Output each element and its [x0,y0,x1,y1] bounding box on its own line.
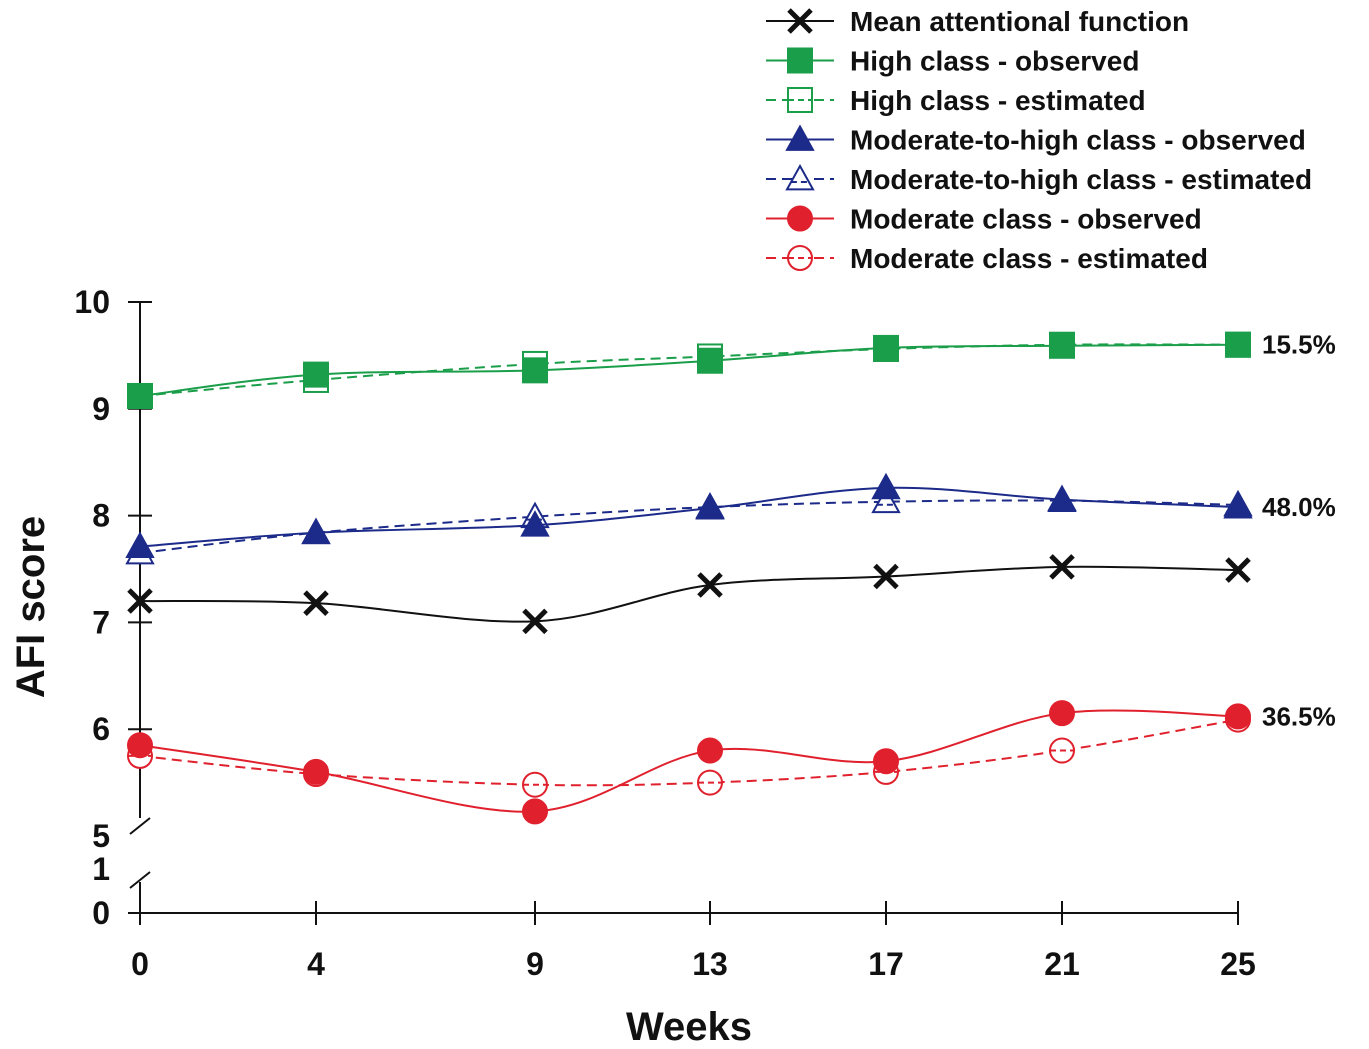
legend-item: High class - estimated [766,85,1146,116]
legend-label: Moderate class - observed [850,204,1202,235]
series-high-class-estimated [127,331,1251,409]
data-point-moderate-to-high-class-observed-9 [520,510,550,537]
x-tick-label-25: 25 [1220,946,1256,982]
legend-item: Moderate-to-high class - observed [766,124,1306,156]
legend-item: Moderate class - observed [766,204,1202,235]
data-point-moderate-class-observed-0 [127,732,153,759]
legend-label: Moderate class - estimated [850,243,1208,274]
data-point-high-class-observed-9 [522,357,548,384]
data-point-moderate-to-high-class-observed-13 [695,493,725,520]
legend-label: High class - observed [850,46,1139,77]
data-point-mean-attentional-function-9 [522,608,548,635]
series-moderate-to-high-class-observed [125,472,1253,558]
legend-marker-moderate-to-high-class-estimated [785,163,815,191]
x-tick-label-17: 17 [868,946,904,982]
series-line-moderate-class-observed [139,709,1239,813]
data-point-mean-attentional-function-4 [303,590,329,616]
y-tick-label-5: 5 [92,818,110,854]
data-point-moderate-to-high-class-observed-25 [1223,491,1253,519]
class-percentage-label: 36.5% [1262,701,1336,731]
y-tick-label-10: 10 [74,284,110,320]
series-layer [125,331,1253,825]
legend-label: Moderate-to-high class - estimated [850,164,1312,195]
legend: Mean attentional function High class - ob… [766,6,1312,274]
legend-label: Mean attentional function [850,6,1189,37]
class-percentage-label: 48.0% [1262,492,1336,522]
series-moderate-class-observed [127,700,1251,825]
legend-item: Moderate-to-high class - estimated [766,163,1312,195]
data-point-moderate-to-high-class-estimated-17 [871,486,901,514]
data-point-mean-attentional-function-17 [873,563,899,590]
y-tick-label-7: 7 [92,604,110,640]
data-point-high-class-observed-0 [127,382,153,409]
x-tick-label-9: 9 [526,946,544,982]
y-axis-break-mark [129,871,151,889]
y-axis-title: AFI score [9,516,53,698]
end-labels: 15.5% 48.0% 36.5% [1262,330,1336,732]
data-point-moderate-to-high-class-observed-4 [301,517,331,545]
series-moderate-class-estimated [127,706,1251,798]
data-point-high-class-observed-4 [303,361,329,388]
legend-item: Moderate class - estimated [766,243,1208,274]
data-point-high-class-observed-25 [1225,331,1251,358]
y-tick-label-6: 6 [92,711,110,747]
data-point-mean-attentional-function-25 [1225,557,1251,583]
series-line-moderate-to-high-class-observed [139,486,1239,548]
legend-label: Moderate-to-high class - observed [850,125,1306,156]
data-point-moderate-class-observed-25 [1225,703,1251,730]
y-axis-break-mark [129,817,151,835]
x-tick-label-13: 13 [692,946,728,982]
data-point-mean-attentional-function-0 [127,588,153,614]
data-point-moderate-class-observed-17 [873,748,899,775]
data-point-mean-attentional-function-13 [697,572,723,598]
data-point-moderate-to-high-class-observed-17 [871,472,901,500]
legend-label: High class - estimated [850,85,1146,116]
data-point-high-class-observed-17 [873,334,899,361]
data-point-moderate-class-observed-4 [303,758,329,785]
x-tick-label-0: 0 [131,946,149,982]
legend-item: High class - observed [766,46,1139,77]
x-tick-label-4: 4 [307,946,325,982]
y-tick-label-8: 8 [92,498,110,534]
class-percentage-label: 15.5% [1262,330,1336,360]
legend-marker-moderate-class-observed [787,205,813,232]
x-tick-label-21: 21 [1044,946,1080,982]
series-high-class-observed [127,331,1251,409]
legend-marker-moderate-to-high-class-observed [785,124,815,151]
data-point-high-class-observed-21 [1049,332,1075,359]
legend-marker-high-class-observed [787,47,813,74]
data-point-moderate-class-observed-21 [1049,700,1075,727]
data-point-high-class-observed-13 [697,347,723,374]
legend-marker-mean-attentional-function [787,8,813,34]
y-tick-label-9: 9 [92,391,110,427]
data-point-moderate-to-high-class-observed-21 [1047,484,1077,511]
data-point-mean-attentional-function-21 [1049,554,1075,580]
series-mean-attentional-function [127,554,1251,635]
y-tick-label-1: 1 [92,851,110,887]
data-point-moderate-class-observed-9 [522,798,548,825]
legend-item: Mean attentional function [766,6,1189,37]
data-point-moderate-class-observed-13 [697,737,723,764]
y-tick-label-0: 0 [92,895,110,931]
series-moderate-to-high-class-estimated [125,485,1253,565]
data-point-moderate-to-high-class-observed-0 [125,531,155,558]
x-axis-title: Weeks [626,1005,752,1049]
